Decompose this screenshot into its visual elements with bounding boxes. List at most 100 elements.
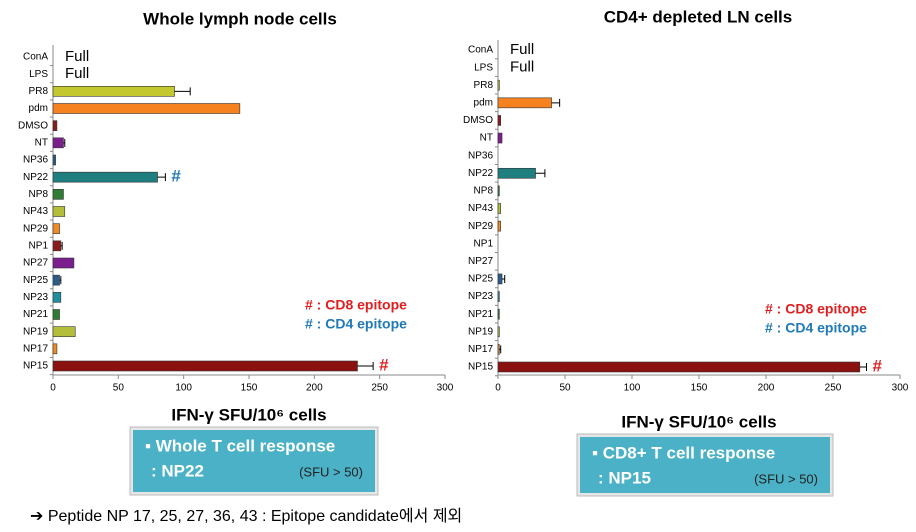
- epitope-marker: #: [171, 167, 181, 186]
- callout-box: [133, 430, 375, 492]
- bar: [52, 343, 58, 355]
- bar: [52, 103, 241, 114]
- y-tick-label: NP1: [29, 240, 49, 251]
- epitope-marker: #: [379, 355, 389, 374]
- callout-note: (SFU > 50): [299, 464, 363, 479]
- y-tick-label: NP15: [468, 362, 493, 373]
- y-tick-label: NP21: [468, 309, 493, 320]
- y-tick-label: NP23: [468, 291, 493, 302]
- x-tick-label: 50: [113, 383, 125, 394]
- x-axis-title: IFN-γ SFU/10⁶ cells: [171, 405, 326, 424]
- y-tick-label: ConA: [23, 52, 48, 63]
- callout-line: : NP22: [151, 461, 204, 480]
- bar: [52, 292, 62, 303]
- callout-note: (SFU > 50): [754, 471, 818, 486]
- y-tick-label: NT: [480, 133, 493, 144]
- bar: [52, 86, 175, 97]
- x-tick-label: 300: [892, 383, 909, 394]
- y-tick-label: NP29: [468, 221, 493, 232]
- callout-line: ▪ Whole T cell response: [145, 436, 335, 455]
- bar: [497, 167, 536, 179]
- bar: [497, 326, 500, 338]
- error-bar: [859, 363, 867, 371]
- error-bar: [63, 138, 66, 147]
- bar: [497, 97, 552, 109]
- error-bar: [59, 276, 62, 285]
- chart-title: CD4+ depleted LN cells: [604, 7, 792, 26]
- x-tick-label: 100: [624, 383, 641, 394]
- value-label: Full: [65, 48, 89, 65]
- bar: [497, 308, 500, 320]
- bar: [497, 220, 501, 232]
- y-tick-label: NP19: [468, 326, 493, 337]
- legend-note: # : CD4 epitope: [305, 316, 407, 332]
- y-tick-label: NP36: [468, 150, 493, 161]
- bar: [497, 115, 501, 126]
- x-tick-label: 200: [306, 383, 323, 394]
- bar: [52, 309, 60, 320]
- epitope-marker: #: [873, 356, 883, 375]
- error-bar: [499, 345, 502, 354]
- bar: [52, 206, 66, 217]
- bar: [497, 344, 500, 355]
- value-label: Full: [65, 65, 89, 82]
- bar: [52, 360, 358, 372]
- bar: [497, 291, 500, 302]
- y-tick-label: NP19: [23, 326, 48, 337]
- error-bar: [357, 362, 374, 370]
- y-tick-label: NP25: [468, 274, 493, 285]
- y-tick-label: NP21: [23, 309, 48, 320]
- error-bar: [502, 274, 506, 283]
- x-tick-label: 200: [758, 383, 775, 394]
- y-tick-label: DMSO: [463, 115, 493, 126]
- bar: [52, 240, 62, 252]
- x-tick-label: 50: [559, 383, 571, 394]
- bar: [52, 137, 64, 149]
- y-tick-label: NT: [35, 137, 48, 148]
- legend-note: # : CD8 epitope: [765, 301, 867, 317]
- y-tick-label: NP27: [468, 256, 493, 267]
- bar: [52, 257, 75, 269]
- callout-line: : NP15: [598, 468, 651, 487]
- x-tick-label: 300: [437, 383, 454, 394]
- x-tick-label: 150: [241, 383, 258, 394]
- error-bar: [60, 241, 63, 250]
- y-tick-label: NP43: [23, 206, 48, 217]
- x-tick-label: 0: [50, 383, 56, 394]
- legend-note: # : CD4 epitope: [765, 320, 867, 336]
- bar: [52, 154, 56, 166]
- y-tick-label: NP22: [23, 172, 48, 183]
- error-bar: [535, 169, 546, 178]
- bar: [52, 171, 158, 183]
- y-tick-label: LPS: [29, 69, 48, 80]
- y-tick-label: NP43: [468, 203, 493, 214]
- chart-title: Whole lymph node cells: [143, 9, 337, 28]
- bar: [497, 185, 500, 197]
- y-tick-label: NP29: [23, 223, 48, 234]
- footnote: ➔ Peptide NP 17, 25, 27, 36, 43 : Epitop…: [30, 507, 462, 525]
- callout-box: [580, 437, 830, 493]
- y-tick-label: PR8: [29, 86, 49, 97]
- bar: [52, 326, 76, 337]
- error-bar: [174, 87, 191, 96]
- x-tick-label: 250: [371, 383, 388, 394]
- value-label: Full: [510, 41, 534, 58]
- bar: [52, 189, 64, 200]
- bar: [52, 120, 58, 131]
- bar: [52, 223, 60, 234]
- x-tick-label: 150: [691, 383, 708, 394]
- y-tick-label: NP25: [23, 275, 48, 286]
- value-label: Full: [510, 59, 534, 76]
- y-tick-label: NP8: [474, 186, 494, 197]
- y-tick-label: NP1: [474, 238, 494, 249]
- bar: [497, 203, 501, 214]
- y-tick-label: NP8: [29, 189, 49, 200]
- y-tick-label: NP17: [468, 344, 493, 355]
- y-tick-label: ConA: [468, 45, 493, 56]
- error-bar: [551, 98, 561, 107]
- bar: [497, 79, 500, 91]
- y-tick-label: PR8: [474, 80, 494, 91]
- y-tick-label: pdm: [29, 103, 48, 114]
- y-tick-label: NP27: [23, 258, 48, 269]
